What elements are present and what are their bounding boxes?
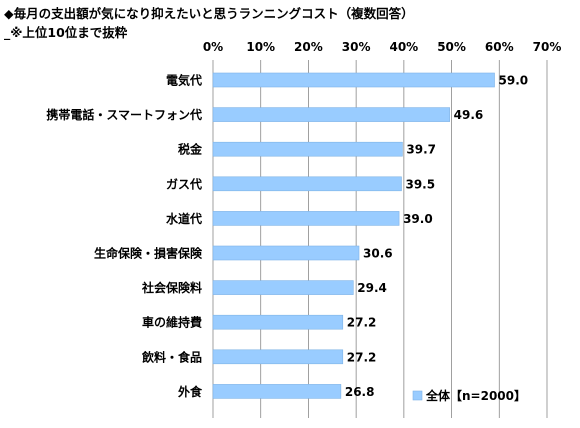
legend-label: 全体【n=2000】 xyxy=(425,388,526,403)
category-label: 車の維持費 xyxy=(142,315,202,330)
bar xyxy=(212,107,450,122)
data-label: 26.8 xyxy=(345,385,375,399)
x-tick-label: 10% xyxy=(246,40,275,54)
x-tick-label: 60% xyxy=(485,40,514,54)
chart-title: ◆毎月の支出額が気になり抑えたいと思うランニングコスト（複数回答） xyxy=(4,6,414,21)
category-label: 外食 xyxy=(178,384,203,399)
category-label: 税金 xyxy=(178,142,203,157)
data-label: 49.6 xyxy=(454,108,484,122)
bar xyxy=(212,349,344,365)
bar xyxy=(212,314,344,330)
category-label: 生命保険・損害保険 xyxy=(94,246,203,261)
bar xyxy=(212,141,403,157)
bar xyxy=(212,211,400,226)
data-label: 59.0 xyxy=(499,74,529,88)
chart-subtitle: _※上位10位まで抜粋 xyxy=(4,25,128,40)
data-label: 27.2 xyxy=(347,350,377,364)
data-label: 39.5 xyxy=(405,177,435,191)
data-label: 30.6 xyxy=(363,247,393,261)
data-label: 39.0 xyxy=(403,212,433,226)
bar xyxy=(212,245,360,261)
bar xyxy=(212,176,402,192)
x-tick-label: 50% xyxy=(437,40,466,54)
bar xyxy=(212,384,342,399)
data-label: 27.2 xyxy=(347,316,377,330)
category-label: 携帯電話・スマートフォン代 xyxy=(46,107,202,122)
bar xyxy=(212,72,495,88)
category-label: 社会保険料 xyxy=(141,280,202,295)
x-tick-label: 70% xyxy=(533,40,562,54)
data-label: 29.4 xyxy=(357,281,387,295)
x-tick-label: 30% xyxy=(342,40,371,54)
category-label: 水道代 xyxy=(166,211,202,226)
x-tick-label: 40% xyxy=(389,40,418,54)
category-label: ガス代 xyxy=(166,176,202,191)
x-tick-label: 0% xyxy=(203,40,223,54)
legend-swatch xyxy=(412,390,423,401)
category-label: 飲料・食品 xyxy=(141,349,202,364)
category-label: 電気代 xyxy=(166,73,202,88)
x-tick-label: 20% xyxy=(294,40,323,54)
data-label: 39.7 xyxy=(406,143,436,157)
bar xyxy=(212,280,354,295)
